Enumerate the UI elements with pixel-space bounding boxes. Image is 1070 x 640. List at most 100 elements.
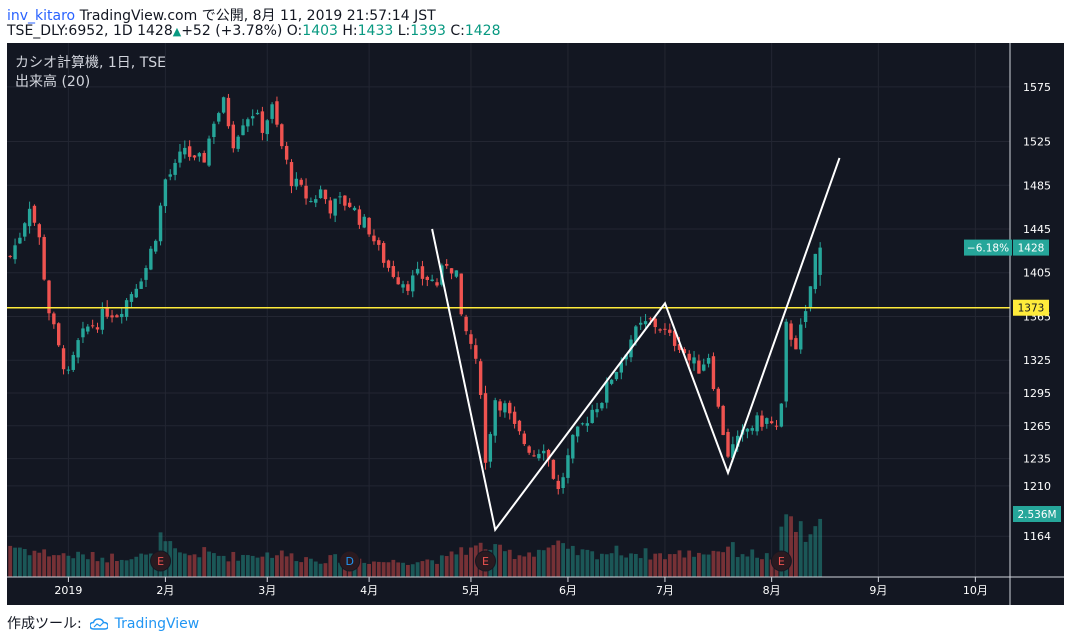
candle[interactable]	[381, 243, 386, 263]
candle[interactable]	[173, 162, 177, 175]
candle[interactable]	[144, 268, 148, 280]
candle[interactable]	[571, 434, 575, 459]
candle[interactable]	[309, 201, 313, 203]
candle[interactable]	[600, 403, 604, 409]
candle[interactable]	[231, 124, 235, 149]
candle[interactable]	[217, 113, 221, 122]
pattern-trendline[interactable]	[431, 157, 841, 533]
earnings-marker[interactable]: E	[475, 550, 496, 572]
candle[interactable]	[726, 431, 730, 457]
candle[interactable]	[488, 434, 493, 462]
candle[interactable]	[474, 345, 478, 359]
candle[interactable]	[23, 223, 27, 237]
candle[interactable]	[779, 403, 784, 427]
candle[interactable]	[736, 435, 740, 447]
candle[interactable]	[323, 189, 328, 200]
candle[interactable]	[338, 196, 342, 198]
candle[interactable]	[386, 260, 391, 268]
candle[interactable]	[765, 418, 769, 424]
candle[interactable]	[299, 179, 303, 185]
candle[interactable]	[270, 104, 274, 119]
candle[interactable]	[357, 209, 362, 225]
candle[interactable]	[697, 360, 701, 374]
candle[interactable]	[207, 138, 211, 166]
candle[interactable]	[430, 279, 434, 282]
candle[interactable]	[124, 300, 129, 317]
candle[interactable]	[42, 236, 46, 280]
candle[interactable]	[818, 247, 822, 275]
candle[interactable]	[221, 97, 226, 113]
candle[interactable]	[478, 361, 483, 395]
candle[interactable]	[556, 480, 560, 490]
candle[interactable]	[658, 329, 662, 331]
candle[interactable]	[139, 281, 143, 289]
candle[interactable]	[639, 322, 643, 325]
candle[interactable]	[197, 153, 202, 157]
candle[interactable]	[750, 428, 754, 431]
candle[interactable]	[469, 334, 473, 344]
candle[interactable]	[449, 268, 454, 274]
candle[interactable]	[226, 97, 231, 127]
candle[interactable]	[590, 409, 594, 423]
candle[interactable]	[648, 318, 653, 320]
candle[interactable]	[95, 327, 100, 330]
candle[interactable]	[420, 266, 425, 279]
candle[interactable]	[304, 185, 308, 199]
candle[interactable]	[328, 200, 332, 214]
candle[interactable]	[546, 449, 551, 460]
candle[interactable]	[289, 162, 294, 187]
candle[interactable]	[512, 411, 517, 424]
candle[interactable]	[86, 326, 90, 332]
candle[interactable]	[411, 275, 415, 292]
candle[interactable]	[503, 403, 507, 413]
candle[interactable]	[609, 379, 614, 384]
candle[interactable]	[575, 426, 580, 437]
candle[interactable]	[110, 315, 114, 318]
candle[interactable]	[352, 207, 357, 211]
candle[interactable]	[425, 276, 429, 280]
candle[interactable]	[100, 308, 105, 330]
candle[interactable]	[580, 423, 585, 425]
candle[interactable]	[799, 324, 803, 350]
candle[interactable]	[483, 393, 488, 463]
candle[interactable]	[178, 151, 182, 163]
candle[interactable]	[527, 446, 531, 453]
candle[interactable]	[241, 125, 245, 136]
candle[interactable]	[522, 433, 526, 445]
candle[interactable]	[508, 402, 512, 414]
earnings-marker[interactable]: D	[339, 550, 361, 572]
candle[interactable]	[682, 349, 687, 354]
candle[interactable]	[37, 224, 41, 238]
candle[interactable]	[202, 152, 206, 163]
candle[interactable]	[13, 245, 17, 260]
candle[interactable]	[415, 268, 420, 274]
candle[interactable]	[566, 455, 570, 478]
candle[interactable]	[377, 240, 381, 245]
candle[interactable]	[643, 321, 648, 325]
candle[interactable]	[367, 217, 371, 235]
candle[interactable]	[81, 328, 85, 338]
candle[interactable]	[605, 381, 609, 403]
candle[interactable]	[794, 338, 798, 350]
candle[interactable]	[721, 405, 725, 435]
candle[interactable]	[755, 415, 759, 432]
candle[interactable]	[61, 348, 66, 370]
candle[interactable]	[120, 313, 124, 318]
candle[interactable]	[246, 119, 250, 127]
candle[interactable]	[716, 388, 720, 407]
candle[interactable]	[803, 311, 808, 323]
candle[interactable]	[391, 266, 396, 277]
candle[interactable]	[614, 371, 619, 380]
candle[interactable]	[406, 284, 410, 291]
candle[interactable]	[687, 353, 691, 361]
candle[interactable]	[706, 357, 711, 364]
candle[interactable]	[275, 101, 279, 125]
candle[interactable]	[255, 112, 260, 115]
candle[interactable]	[129, 294, 134, 302]
candle[interactable]	[158, 205, 163, 242]
candle[interactable]	[154, 240, 158, 252]
earnings-marker[interactable]: E	[770, 550, 792, 572]
candle[interactable]	[362, 216, 366, 228]
candle[interactable]	[532, 455, 536, 457]
candle[interactable]	[561, 477, 565, 488]
